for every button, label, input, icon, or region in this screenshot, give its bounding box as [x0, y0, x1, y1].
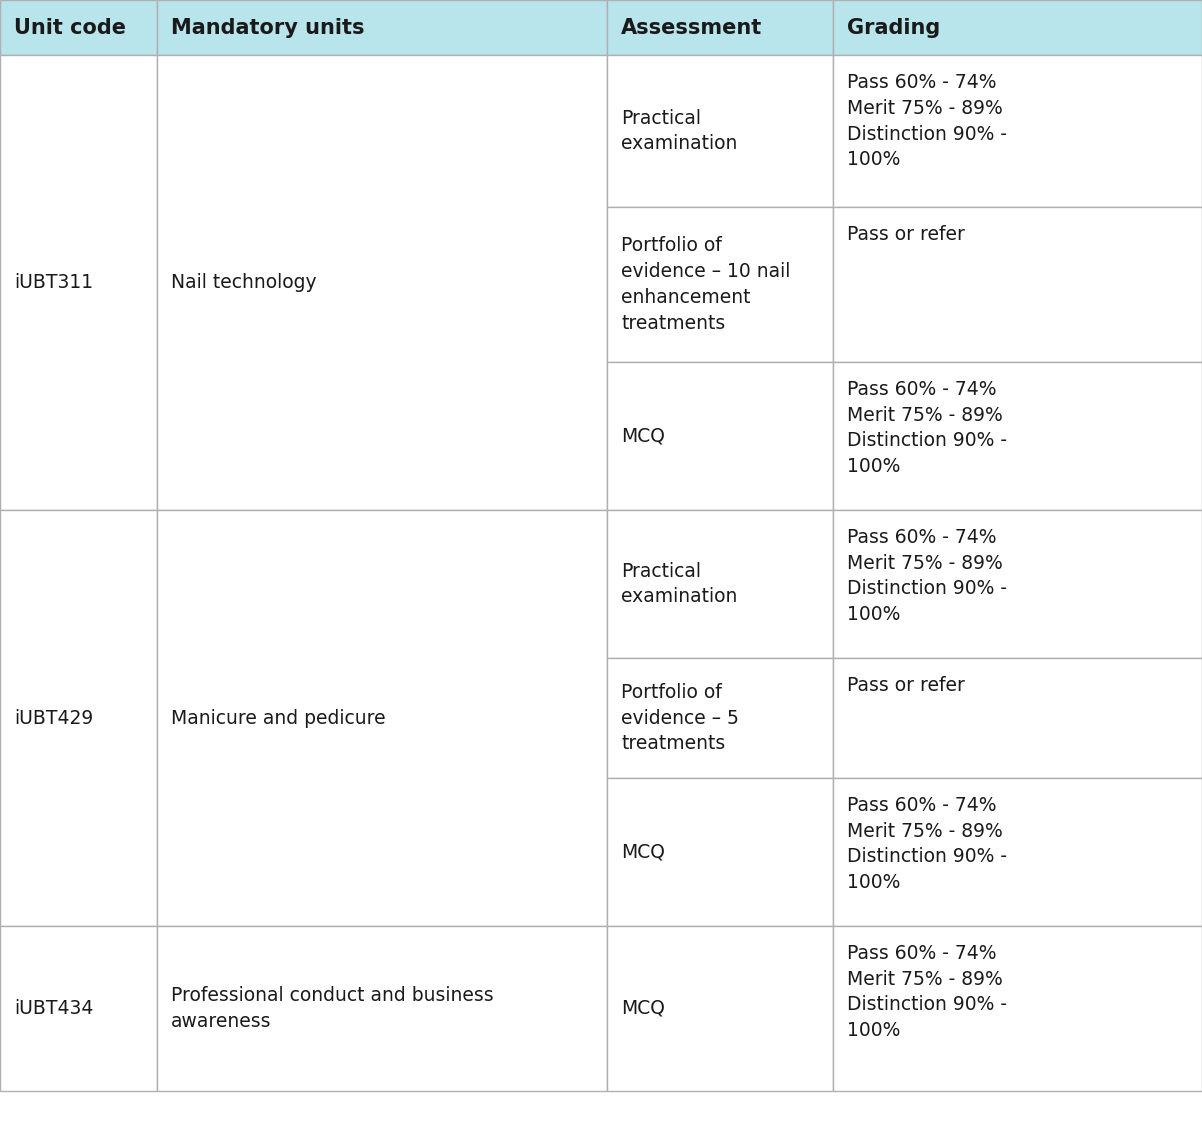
- Text: Portfolio of
evidence – 5
treatments: Portfolio of evidence – 5 treatments: [621, 683, 739, 754]
- Bar: [607, 207, 833, 362]
- Text: MCQ: MCQ: [621, 843, 665, 861]
- Text: Grading: Grading: [847, 17, 940, 38]
- Text: Mandatory units: Mandatory units: [171, 17, 364, 38]
- Text: Pass or refer: Pass or refer: [847, 676, 965, 695]
- Text: Pass 60% - 74%
Merit 75% - 89%
Distinction 90% -
100%: Pass 60% - 74% Merit 75% - 89% Distincti…: [847, 528, 1007, 625]
- Bar: [833, 778, 1202, 926]
- Bar: [157, 926, 607, 1091]
- Bar: [833, 510, 1202, 658]
- Bar: [157, 55, 607, 510]
- Text: Unit code: Unit code: [14, 17, 126, 38]
- Bar: [833, 658, 1202, 778]
- Text: MCQ: MCQ: [621, 426, 665, 445]
- Bar: [833, 55, 1202, 207]
- Text: MCQ: MCQ: [621, 999, 665, 1018]
- Text: Portfolio of
evidence – 10 nail
enhancement
treatments: Portfolio of evidence – 10 nail enhancem…: [621, 236, 791, 332]
- Bar: [833, 926, 1202, 1091]
- Bar: [607, 362, 833, 510]
- Text: Pass 60% - 74%
Merit 75% - 89%
Distinction 90% -
100%: Pass 60% - 74% Merit 75% - 89% Distincti…: [847, 796, 1007, 892]
- Bar: [157, 0, 607, 55]
- Text: Pass 60% - 74%
Merit 75% - 89%
Distinction 90% -
100%: Pass 60% - 74% Merit 75% - 89% Distincti…: [847, 380, 1007, 476]
- Bar: [607, 658, 833, 778]
- Bar: [157, 510, 607, 926]
- Text: Pass 60% - 74%
Merit 75% - 89%
Distinction 90% -
100%: Pass 60% - 74% Merit 75% - 89% Distincti…: [847, 944, 1007, 1040]
- Text: iUBT311: iUBT311: [14, 273, 93, 292]
- Text: Pass or refer: Pass or refer: [847, 225, 965, 244]
- Text: Professional conduct and business
awareness: Professional conduct and business awaren…: [171, 987, 494, 1031]
- Text: iUBT429: iUBT429: [14, 708, 94, 727]
- Text: Manicure and pedicure: Manicure and pedicure: [171, 708, 386, 727]
- Text: Practical
examination: Practical examination: [621, 108, 737, 153]
- Bar: [833, 362, 1202, 510]
- Bar: [833, 0, 1202, 55]
- Bar: [833, 207, 1202, 362]
- Bar: [0, 926, 157, 1091]
- Text: iUBT434: iUBT434: [14, 999, 94, 1018]
- Bar: [0, 55, 157, 510]
- Text: Pass 60% - 74%
Merit 75% - 89%
Distinction 90% -
100%: Pass 60% - 74% Merit 75% - 89% Distincti…: [847, 73, 1007, 169]
- Bar: [607, 0, 833, 55]
- Text: Practical
examination: Practical examination: [621, 562, 737, 606]
- Text: Nail technology: Nail technology: [171, 273, 316, 292]
- Bar: [0, 510, 157, 926]
- Bar: [607, 510, 833, 658]
- Bar: [607, 778, 833, 926]
- Bar: [0, 0, 157, 55]
- Bar: [607, 55, 833, 207]
- Text: Assessment: Assessment: [621, 17, 762, 38]
- Bar: [607, 926, 833, 1091]
